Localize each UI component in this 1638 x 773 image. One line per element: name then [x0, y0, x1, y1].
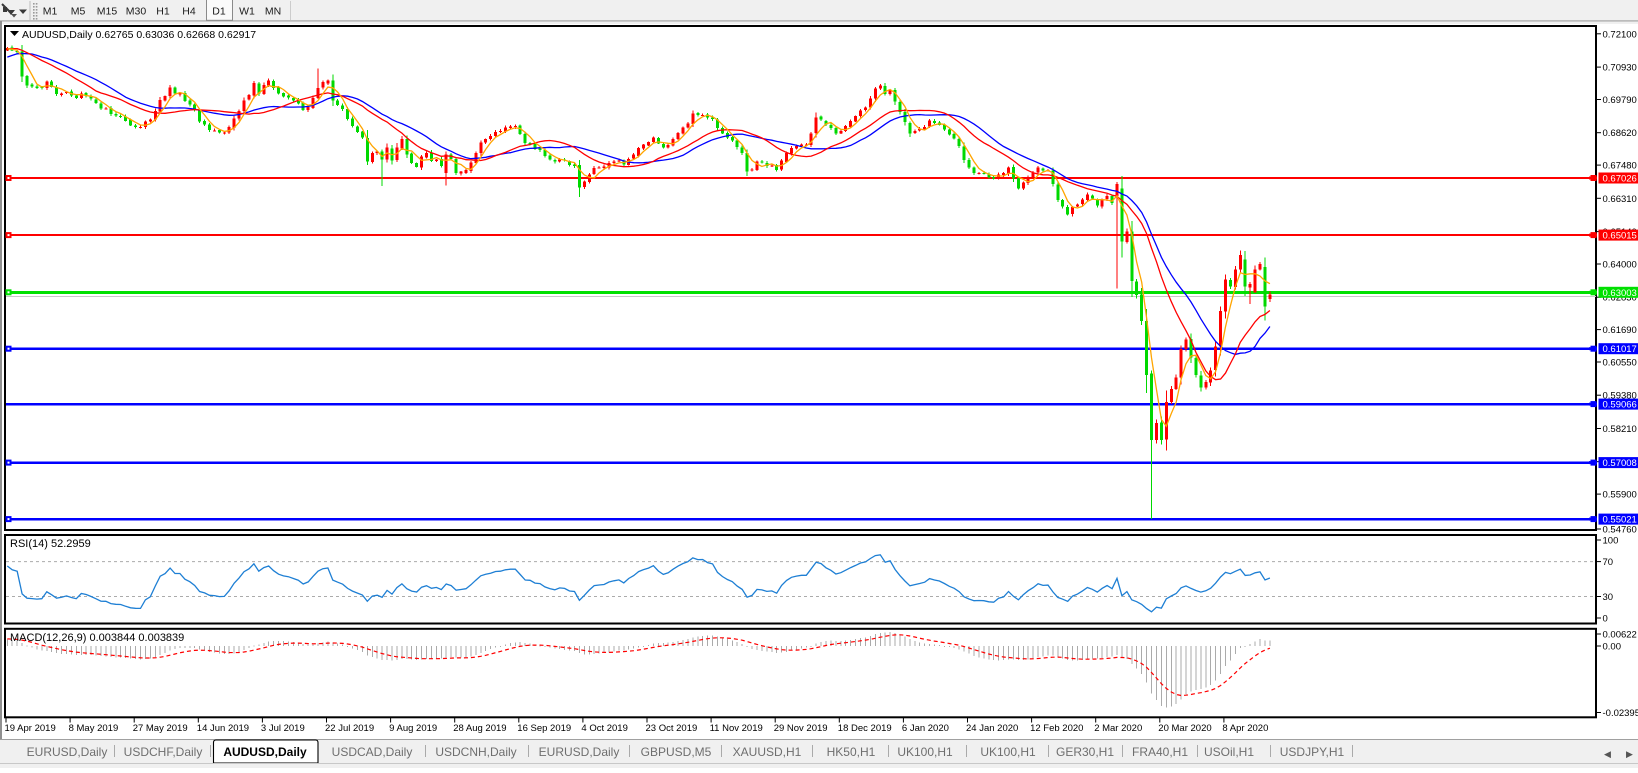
svg-text:XAUUSD,H1: XAUUSD,H1	[733, 745, 802, 759]
svg-text:0.61690: 0.61690	[1603, 325, 1637, 336]
svg-text:0.70930: 0.70930	[1603, 63, 1637, 74]
svg-text:USOil,H1: USOil,H1	[1204, 745, 1254, 759]
svg-text:MACD(12,26,9) 0.003844 0.00383: MACD(12,26,9) 0.003844 0.003839	[10, 632, 184, 644]
svg-text:0.58210: 0.58210	[1603, 424, 1637, 435]
svg-text:4 Oct 2019: 4 Oct 2019	[581, 723, 627, 734]
svg-text:0.68620: 0.68620	[1603, 128, 1637, 139]
svg-text:9 Aug 2019: 9 Aug 2019	[389, 723, 437, 734]
svg-text:0.66310: 0.66310	[1603, 194, 1637, 205]
svg-text:◀: ◀	[1604, 749, 1611, 759]
svg-text:22 Jul 2019: 22 Jul 2019	[325, 723, 374, 734]
svg-text:0.55021: 0.55021	[1603, 515, 1637, 526]
svg-text:19 Apr 2019: 19 Apr 2019	[5, 723, 56, 734]
svg-text:0.57008: 0.57008	[1603, 458, 1637, 469]
svg-text:MN: MN	[265, 6, 281, 18]
svg-text:AUDUSD,Daily: AUDUSD,Daily	[223, 745, 307, 759]
svg-text:16 Sep 2019: 16 Sep 2019	[517, 723, 571, 734]
svg-text:M15: M15	[97, 6, 118, 18]
svg-text:W1: W1	[239, 6, 255, 18]
svg-text:0.72100: 0.72100	[1603, 29, 1637, 40]
svg-text:14 Jun 2019: 14 Jun 2019	[197, 723, 249, 734]
svg-text:USDCNH,Daily: USDCNH,Daily	[435, 745, 516, 759]
svg-text:USDCAD,Daily: USDCAD,Daily	[332, 745, 413, 759]
svg-text:23 Oct 2019: 23 Oct 2019	[646, 723, 698, 734]
svg-text:0.61017: 0.61017	[1603, 344, 1637, 355]
svg-text:FRA40,H1: FRA40,H1	[1132, 745, 1188, 759]
svg-text:M30: M30	[126, 6, 147, 18]
svg-text:M1: M1	[43, 6, 58, 18]
svg-text:30: 30	[1603, 592, 1614, 603]
svg-text:28 Aug 2019: 28 Aug 2019	[453, 723, 506, 734]
svg-text:20 Mar 2020: 20 Mar 2020	[1158, 723, 1211, 734]
svg-text:H4: H4	[182, 6, 196, 18]
svg-text:12 Feb 2020: 12 Feb 2020	[1030, 723, 1083, 734]
svg-text:8 Apr 2020: 8 Apr 2020	[1222, 723, 1268, 734]
svg-text:GER30,H1: GER30,H1	[1056, 745, 1114, 759]
svg-text:USDJPY,H1: USDJPY,H1	[1280, 745, 1345, 759]
svg-text:-0.02395: -0.02395	[1603, 708, 1638, 719]
svg-text:RSI(14) 52.2959: RSI(14) 52.2959	[10, 538, 91, 550]
svg-text:0.00622: 0.00622	[1603, 630, 1637, 641]
svg-text:0.65015: 0.65015	[1603, 231, 1637, 242]
svg-text:GBPUSD,M5: GBPUSD,M5	[641, 745, 712, 759]
svg-text:24 Jan 2020: 24 Jan 2020	[966, 723, 1018, 734]
svg-text:M5: M5	[71, 6, 86, 18]
svg-text:EURUSD,Daily: EURUSD,Daily	[27, 745, 108, 759]
svg-text:0.67480: 0.67480	[1603, 161, 1637, 172]
svg-text:0: 0	[1603, 614, 1608, 625]
svg-text:AUDUSD,Daily 0.62765 0.63036: AUDUSD,Daily 0.62765 0.63036 0.62668 0.6…	[22, 29, 256, 41]
svg-text:▶: ▶	[1626, 749, 1633, 759]
svg-text:EURUSD,Daily: EURUSD,Daily	[539, 745, 620, 759]
svg-text:0.60550: 0.60550	[1603, 358, 1637, 369]
svg-text:8 May 2019: 8 May 2019	[69, 723, 119, 734]
svg-text:0.54760: 0.54760	[1603, 525, 1637, 536]
svg-text:3 Jul 2019: 3 Jul 2019	[261, 723, 305, 734]
svg-text:11 Nov 2019: 11 Nov 2019	[710, 723, 763, 734]
svg-text:0.55900: 0.55900	[1603, 490, 1637, 501]
svg-text:UK100,H1: UK100,H1	[980, 745, 1036, 759]
svg-text:0.67026: 0.67026	[1603, 174, 1637, 185]
svg-text:0.00: 0.00	[1603, 642, 1622, 653]
svg-text:0.69790: 0.69790	[1603, 95, 1637, 106]
svg-text:D1: D1	[212, 6, 226, 18]
svg-text:0.64000: 0.64000	[1603, 260, 1637, 271]
svg-text:USDCHF,Daily: USDCHF,Daily	[124, 745, 203, 759]
svg-text:0.59066: 0.59066	[1603, 400, 1637, 411]
svg-text:70: 70	[1603, 557, 1614, 568]
svg-text:27 May 2019: 27 May 2019	[133, 723, 188, 734]
svg-text:29 Nov 2019: 29 Nov 2019	[774, 723, 828, 734]
svg-text:HK50,H1: HK50,H1	[827, 745, 876, 759]
svg-text:0.63003: 0.63003	[1603, 288, 1637, 299]
svg-text:18 Dec 2019: 18 Dec 2019	[838, 723, 892, 734]
svg-text:6 Jan 2020: 6 Jan 2020	[902, 723, 949, 734]
svg-text:2 Mar 2020: 2 Mar 2020	[1094, 723, 1142, 734]
svg-text:100: 100	[1603, 536, 1619, 547]
svg-text:H1: H1	[156, 6, 170, 18]
svg-text:UK100,H1: UK100,H1	[897, 745, 953, 759]
